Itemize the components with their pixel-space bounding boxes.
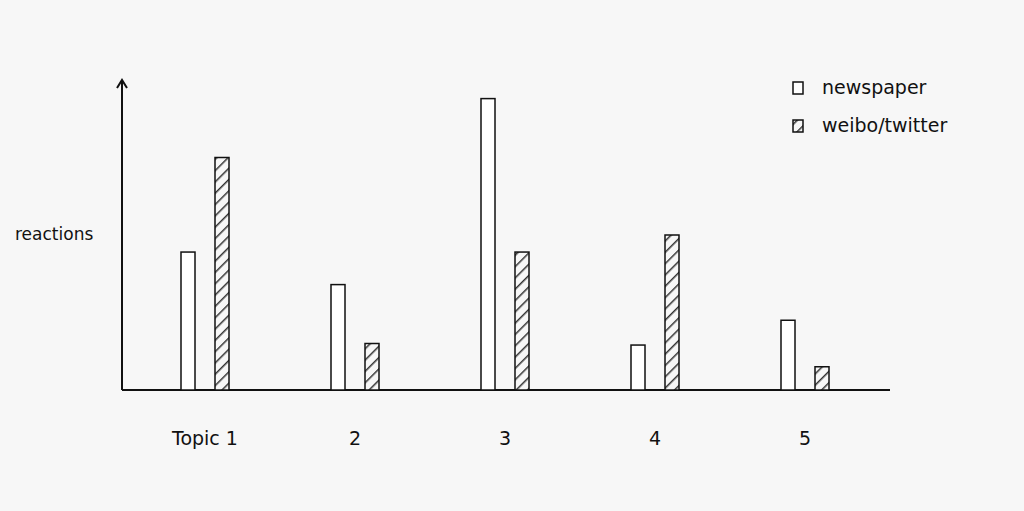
- bar: [215, 158, 229, 391]
- chart-root: reactions Topic 1 2 3 4 5 newspaper weibo/twitt…: [0, 0, 1024, 511]
- x-tick-label: 3: [499, 427, 511, 449]
- x-tick-label: 2: [349, 427, 361, 449]
- y-axis-arrow: [117, 80, 127, 88]
- legend-swatch: [793, 120, 803, 132]
- bar: [815, 367, 829, 390]
- x-tick-label: Topic 1: [171, 427, 238, 449]
- x-tick-label: 5: [799, 427, 811, 449]
- bar: [665, 235, 679, 390]
- bar: [331, 285, 345, 390]
- bar: [481, 99, 495, 390]
- bars: [181, 99, 829, 390]
- y-axis-label: reactions: [15, 224, 93, 244]
- bar: [365, 344, 379, 391]
- x-axis: [122, 389, 890, 391]
- bar: [515, 252, 529, 390]
- legend: newspaper weibo/twitter: [793, 76, 947, 136]
- y-axis: [121, 80, 123, 390]
- chart-svg: reactions Topic 1 2 3 4 5 newspaper weibo/twitt…: [0, 0, 1024, 511]
- bar: [781, 320, 795, 390]
- legend-label: weibo/twitter: [822, 114, 947, 136]
- legend-label: newspaper: [822, 76, 927, 98]
- x-tick-label: 4: [649, 427, 661, 449]
- bar: [181, 252, 195, 390]
- legend-swatch: [793, 82, 803, 94]
- bar: [631, 345, 645, 390]
